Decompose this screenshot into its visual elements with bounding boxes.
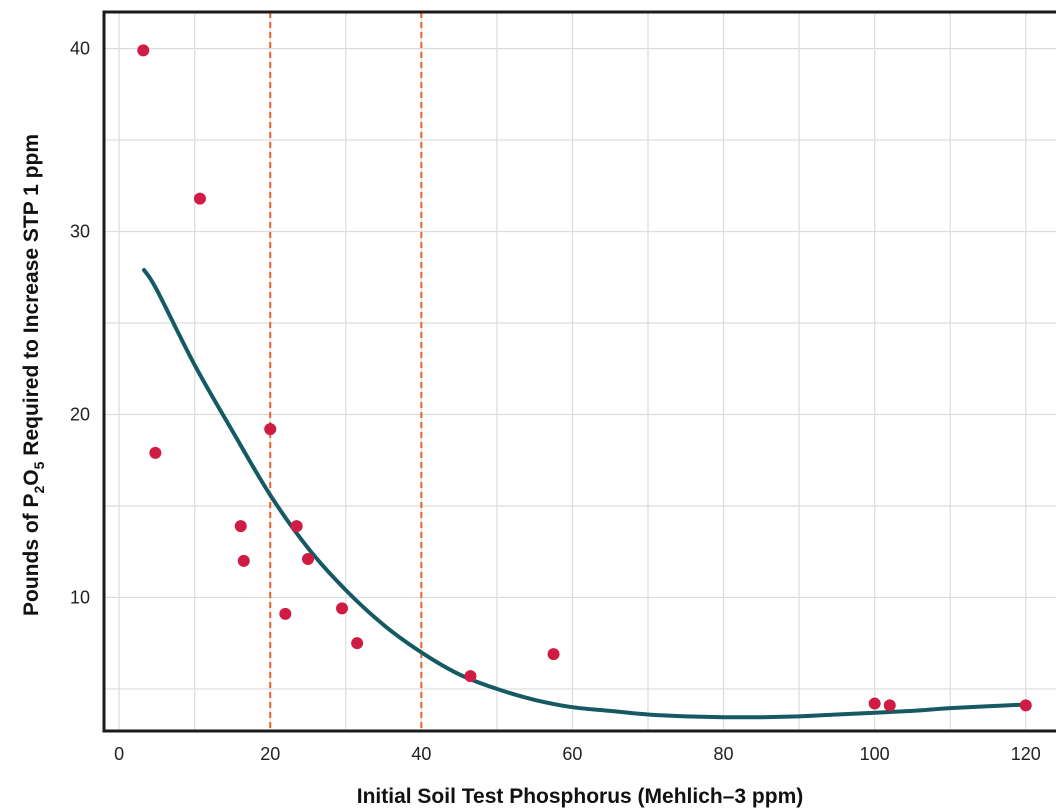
- y-tick-label: 30: [70, 222, 90, 242]
- x-tick-label: 60: [562, 744, 582, 764]
- data-point: [464, 670, 477, 683]
- x-tick-label: 100: [860, 744, 890, 764]
- y-axis-title-suffix: Required to Increase STP 1 ppm: [20, 134, 43, 462]
- y-axis-title-prefix: Pounds of P: [20, 493, 43, 616]
- fit-curve: [142, 268, 1028, 720]
- y-tick-label: 40: [70, 39, 90, 59]
- data-point: [234, 520, 247, 533]
- data-point: [547, 648, 560, 661]
- y-tick-label: 10: [70, 587, 90, 607]
- x-tick-label: 120: [1011, 744, 1041, 764]
- data-point: [336, 602, 348, 615]
- data-point: [302, 553, 314, 566]
- data-point: [279, 607, 292, 620]
- data-point: [137, 44, 150, 57]
- data-point: [264, 423, 277, 436]
- data-point: [351, 637, 364, 650]
- y-axis-title-sub2: 5: [31, 461, 47, 469]
- x-axis-title: Initial Soil Test Phosphorus (Mehlich–3 …: [357, 785, 804, 808]
- x-tick-label: 80: [714, 744, 734, 764]
- data-point: [149, 446, 162, 459]
- x-tick-labels: 0 20 40 60 80 100 120: [114, 744, 1041, 764]
- x-tick-label: 0: [114, 744, 124, 764]
- y-axis-title-sub1: 2: [31, 485, 47, 493]
- y-axis-title: Pounds of P2O5 Required to Increase STP …: [20, 134, 47, 616]
- data-point: [193, 192, 206, 205]
- y-tick-label: 20: [70, 404, 90, 424]
- data-point: [290, 520, 303, 533]
- y-tick-labels: 10 20 30 40: [70, 39, 90, 608]
- x-tick-label: 40: [411, 744, 431, 764]
- fit-curve-layer: [142, 268, 1028, 720]
- plot-frame: [102, 10, 1056, 733]
- y-axis-title-mid: O: [20, 469, 43, 485]
- x-tick-label: 20: [260, 744, 280, 764]
- data-points: [137, 44, 1032, 712]
- data-point: [1019, 699, 1032, 712]
- grid: [104, 12, 1056, 731]
- data-point: [237, 554, 250, 567]
- data-point: [868, 697, 881, 710]
- data-point: [883, 699, 896, 712]
